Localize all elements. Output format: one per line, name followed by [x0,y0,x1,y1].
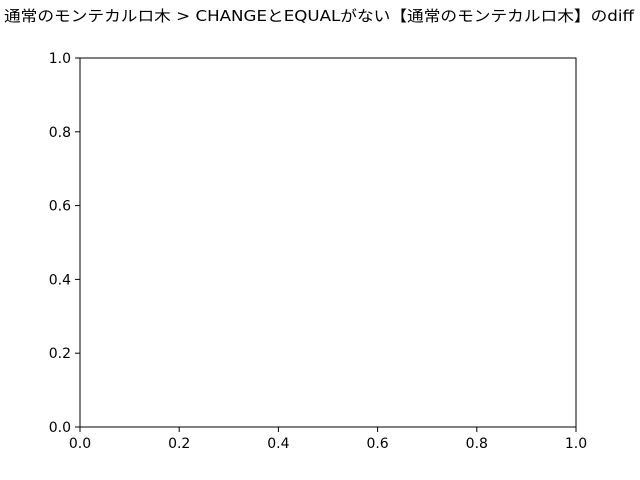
x-tick-label: 0.2 [168,436,190,452]
y-tick-label: 0.4 [49,272,71,288]
y-axis: 0.0 0.2 0.4 0.6 0.8 1.0 [49,51,80,436]
y-tick-label: 1.0 [49,51,71,67]
x-tick-label: 0.0 [69,436,91,452]
y-tick-label: 0.6 [49,199,71,215]
x-tick-label: 0.6 [366,436,388,452]
chart-title: 通常のモンテカルロ木 > CHANGEとEQUALがない【通常のモンテカルロ木】… [4,7,635,25]
x-tick-label: 0.4 [267,436,289,452]
x-tick-label: 0.8 [466,436,488,452]
x-axis: 0.0 0.2 0.4 0.6 0.8 1.0 [69,427,587,452]
y-tick-label: 0.2 [49,346,71,362]
y-tick-label: 0.8 [49,125,71,141]
x-tick-label: 1.0 [565,436,587,452]
y-tick-label: 0.0 [49,420,71,436]
plot-area [79,57,577,428]
